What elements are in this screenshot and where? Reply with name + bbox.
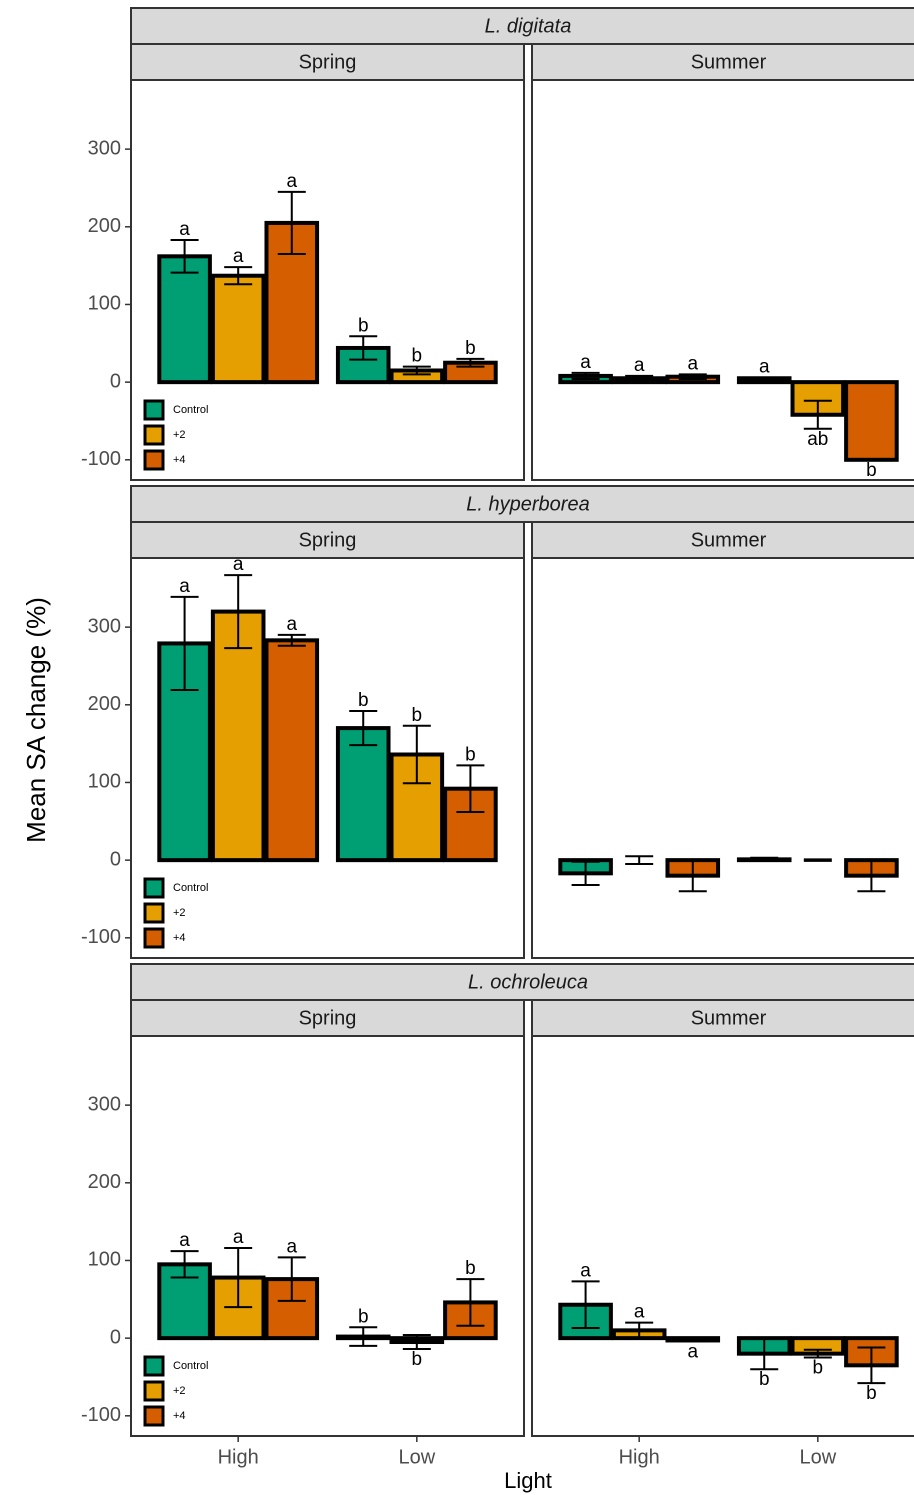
significance-letter: a: [233, 1227, 244, 1248]
y-axis-title: Mean SA change (%): [21, 597, 51, 843]
species-label: L. ochroleuca: [468, 971, 588, 993]
significance-letter: b: [866, 1383, 877, 1404]
chart: Mean SA change (%) Light L. digitata -100…: [0, 0, 914, 1495]
significance-letter: b: [412, 346, 423, 367]
significance-letter: ab: [807, 429, 828, 450]
season-label: Summer: [691, 51, 767, 73]
significance-letter: a: [687, 353, 698, 374]
significance-letter: a: [286, 614, 297, 635]
season-label: Summer: [691, 1007, 767, 1029]
bar: [159, 256, 210, 382]
bar: [338, 728, 389, 860]
significance-letter: b: [465, 744, 476, 765]
y-tick-label: 0: [110, 848, 121, 870]
significance-letter: b: [759, 1369, 770, 1390]
significance-letter: a: [286, 1236, 297, 1257]
y-tick-label: 0: [110, 1326, 121, 1348]
season-label: Spring: [299, 1007, 357, 1029]
significance-letter: b: [412, 1349, 423, 1370]
legend-label: Control: [173, 404, 208, 416]
species-label: L. digitata: [485, 15, 572, 37]
y-tick-label: 300: [88, 615, 121, 637]
y-tick-label: 200: [88, 1171, 121, 1193]
significance-letter: a: [286, 171, 297, 192]
significance-letter: a: [634, 1302, 645, 1323]
legend-key: [145, 401, 163, 419]
significance-letter: b: [358, 315, 369, 336]
y-tick-label: 200: [88, 215, 121, 237]
panel: [532, 558, 914, 958]
species-label: L. hyperborea: [466, 493, 589, 515]
legend-label: +4: [173, 1410, 186, 1422]
page: Mean SA change (%) Light L. digitata -100…: [0, 0, 914, 1495]
season-label: Summer: [691, 529, 767, 551]
legend-key: [145, 426, 163, 444]
y-tick-label: 100: [88, 771, 121, 793]
panel: [131, 1036, 524, 1436]
significance-letter: a: [687, 1341, 698, 1362]
y-tick-label: 300: [88, 1093, 121, 1115]
legend-key: [145, 1382, 163, 1400]
significance-letter: a: [759, 356, 770, 377]
significance-letter: b: [358, 690, 369, 711]
x-tick-label: High: [619, 1446, 660, 1468]
significance-letter: a: [233, 554, 244, 575]
significance-letter: b: [465, 1258, 476, 1279]
y-tick-label: -100: [81, 448, 121, 470]
panel: [532, 1036, 914, 1436]
significance-letter: a: [179, 576, 190, 597]
error-bar: [750, 377, 778, 379]
y-tick-label: -100: [81, 1404, 121, 1426]
legend-label: Control: [173, 1360, 208, 1372]
x-tick-label: Low: [799, 1446, 836, 1468]
bar: [846, 382, 897, 460]
significance-letter: a: [634, 355, 645, 376]
significance-letter: a: [580, 1260, 591, 1281]
error-bar: [804, 859, 832, 861]
significance-letter: b: [866, 460, 877, 481]
legend-key: [145, 929, 163, 947]
season-label: Spring: [299, 51, 357, 73]
significance-letter: a: [179, 1230, 190, 1251]
legend-key: [145, 1357, 163, 1375]
bar: [213, 276, 264, 382]
y-tick-label: 100: [88, 293, 121, 315]
legend-label: Control: [173, 882, 208, 894]
legend-label: +4: [173, 454, 186, 466]
y-tick-label: -100: [81, 926, 121, 948]
significance-letter: a: [580, 352, 591, 373]
x-axis-title: Light: [504, 1468, 552, 1493]
season-label: Spring: [299, 529, 357, 551]
legend-label: +4: [173, 932, 186, 944]
y-tick-label: 200: [88, 693, 121, 715]
significance-letter: b: [465, 338, 476, 359]
significance-letter: b: [813, 1358, 824, 1379]
legend-label: +2: [173, 429, 186, 441]
bar: [266, 640, 317, 860]
legend-key: [145, 1407, 163, 1425]
significance-letter: a: [233, 246, 244, 267]
y-tick-label: 300: [88, 137, 121, 159]
legend-key: [145, 451, 163, 469]
significance-letter: b: [412, 705, 423, 726]
legend-key: [145, 904, 163, 922]
y-tick-label: 100: [88, 1249, 121, 1271]
significance-letter: a: [179, 219, 190, 240]
x-tick-label: Low: [398, 1446, 435, 1468]
y-tick-label: 0: [110, 370, 121, 392]
significance-letter: b: [358, 1306, 369, 1327]
legend-key: [145, 879, 163, 897]
legend-label: +2: [173, 907, 186, 919]
x-tick-label: High: [218, 1446, 259, 1468]
legend-label: +2: [173, 1385, 186, 1397]
